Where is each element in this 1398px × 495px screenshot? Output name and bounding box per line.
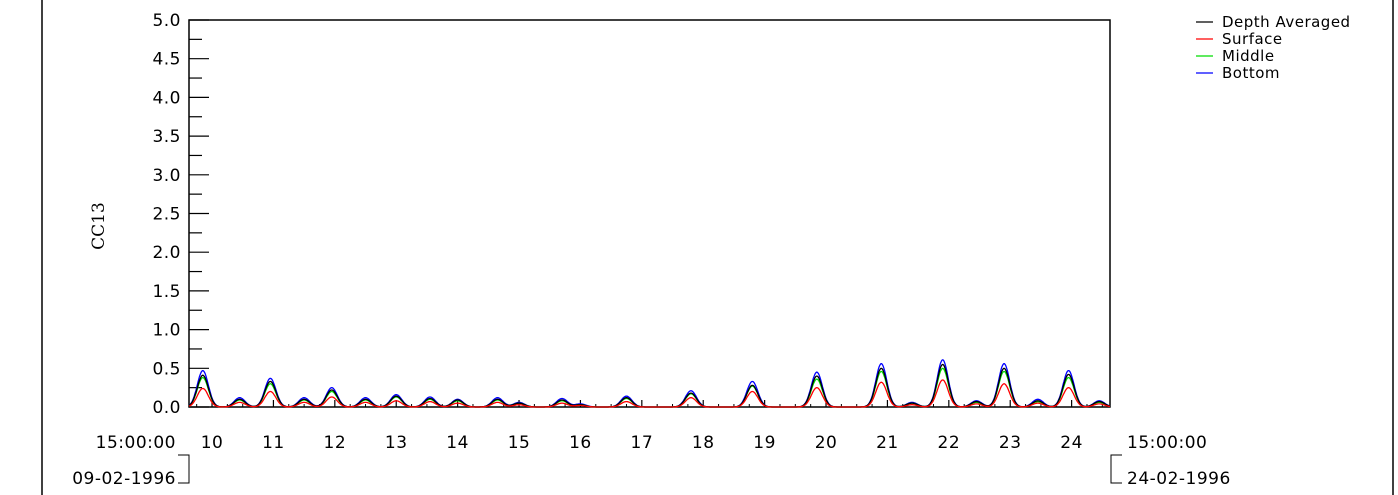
- y-tick-label: 5.0: [152, 11, 181, 31]
- y-tick-label: 0.0: [152, 398, 181, 418]
- x-tick-label: 13: [385, 433, 408, 453]
- y-tick-label: 3.5: [152, 127, 181, 147]
- y-tick-label: 3.0: [152, 166, 181, 186]
- start-bracket: [178, 454, 190, 484]
- x-tick-label: 11: [262, 433, 285, 453]
- y-tick-label: 1.5: [152, 282, 181, 302]
- plot-frame: [188, 19, 1111, 408]
- y-axis-label: CC13: [89, 202, 109, 250]
- y-tick-label: 0.5: [152, 359, 181, 379]
- end-date-label: 24-02-1996: [1127, 469, 1231, 489]
- x-tick-label: 23: [999, 433, 1022, 453]
- end-bracket: [1110, 454, 1122, 484]
- x-tick-label: 18: [692, 433, 715, 453]
- legend-label: Depth Averaged: [1222, 13, 1351, 31]
- series-lines: [188, 359, 1111, 408]
- x-tick-label: 10: [201, 433, 224, 453]
- x-tick-label: 15: [508, 433, 531, 453]
- start-time-label: 15:00:00: [96, 433, 176, 453]
- x-tick-label: 14: [446, 433, 469, 453]
- y-tick-label: 2.5: [152, 205, 181, 225]
- series-line-surface: [188, 379, 1111, 408]
- x-axis: 10 11 12 13 14 15 16 17 18 19 20 21 22 23 24: [196, 400, 1103, 453]
- x-tick-label: 19: [753, 433, 776, 453]
- legend-label: Surface: [1222, 30, 1283, 48]
- x-tick-label: 20: [815, 433, 838, 453]
- x-tick-label: 17: [631, 433, 654, 453]
- y-tick-label: 4.0: [152, 88, 181, 108]
- y-tick-label: 1.0: [152, 321, 181, 341]
- x-tick-label: 22: [938, 433, 961, 453]
- legend-label: Bottom: [1222, 64, 1280, 82]
- y-axis: 0.0 0.5 1.0 1.5 2.0 2.5 3.0 3.5 4.0 4.5 5.0: [152, 11, 209, 418]
- y-tick-label: 2.0: [152, 243, 181, 263]
- x-tick-label: 16: [569, 433, 592, 453]
- legend-label: Middle: [1222, 47, 1275, 65]
- x-tick-label: 24: [1060, 433, 1083, 453]
- end-time-label: 15:00:00: [1127, 433, 1207, 453]
- x-tick-label: 21: [876, 433, 899, 453]
- x-tick-label: 12: [324, 433, 347, 453]
- start-date-label: 09-02-1996: [72, 469, 176, 489]
- series-line-middle: [188, 367, 1111, 408]
- y-tick-label: 4.5: [152, 50, 181, 70]
